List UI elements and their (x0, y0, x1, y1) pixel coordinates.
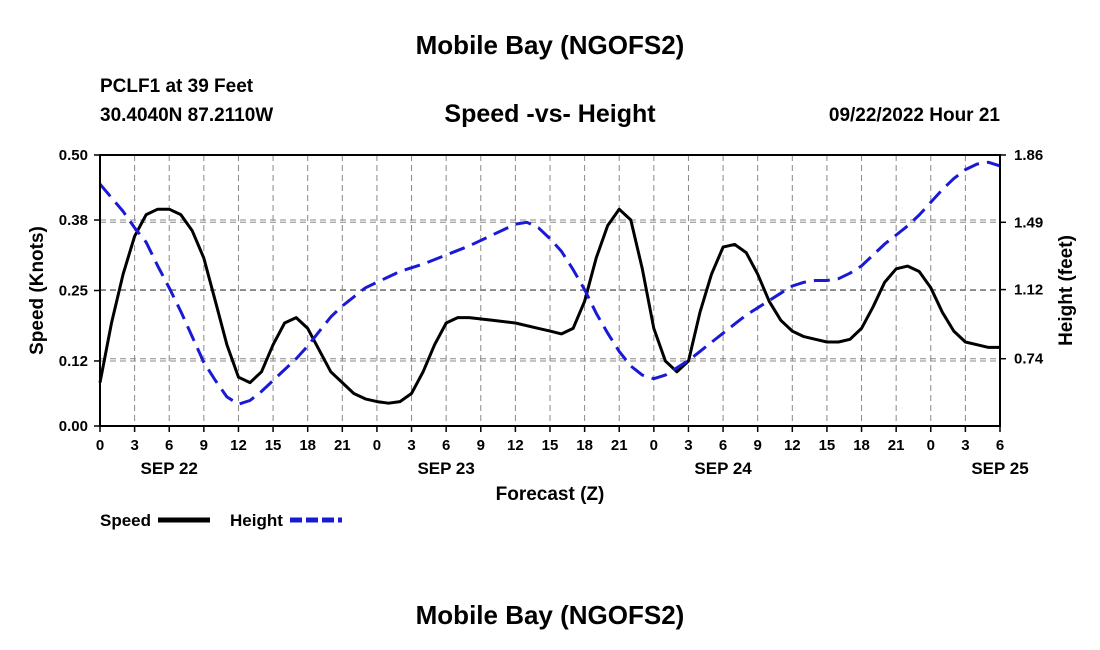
x-tick-label: 6 (719, 437, 727, 454)
forecast-datetime: 09/22/2022 Hour 21 (828, 105, 1000, 126)
x-tick-label: 21 (611, 437, 628, 454)
main-title: Mobile Bay (NGOFS2) (415, 30, 685, 60)
x-tick-label: 0 (96, 437, 104, 454)
x-tick-label: 12 (230, 437, 247, 454)
station-label: PCLF1 at 39 Feet (100, 76, 254, 97)
x-tick-label: 18 (853, 437, 870, 454)
x-tick-label: 6 (996, 437, 1004, 454)
y2-tick-label: 1.49 (1014, 214, 1043, 231)
y2-tick-label: 1.86 (1014, 147, 1043, 164)
legend-label-height: Height (230, 511, 283, 530)
x-tick-label: 15 (265, 437, 282, 454)
date-label: SEP 24 (694, 459, 752, 478)
series-line-speed (98, 207, 1000, 405)
coordinates-label: 30.4040N 87.2110W (100, 105, 274, 126)
x-tick-label: 12 (507, 437, 524, 454)
x-tick-label: 21 (888, 437, 905, 454)
x-tick-label: 15 (542, 437, 559, 454)
x-axis-title: Forecast (Z) (496, 484, 605, 505)
x-tick-label: 3 (684, 437, 692, 454)
x-tick-label: 3 (130, 437, 138, 454)
x-tick-label: 18 (576, 437, 593, 454)
x-tick-label: 9 (477, 437, 485, 454)
y2-tick-label: 0.74 (1014, 351, 1044, 368)
x-tick-label: 0 (650, 437, 658, 454)
y-axis-title: Speed (Knots) (27, 226, 48, 355)
date-label: SEP 23 (417, 459, 474, 478)
y-tick-label: 0.25 (59, 283, 88, 300)
legend-label-speed: Speed (100, 511, 151, 530)
y-tick-label: 0.12 (59, 353, 88, 370)
x-tick-label: 21 (334, 437, 351, 454)
x-tick-label: 12 (784, 437, 801, 454)
date-label: SEP 25 (971, 459, 1028, 478)
y-tick-label: 0.38 (59, 212, 88, 229)
y2-axis-title: Height (feet) (1056, 235, 1077, 346)
y-tick-label: 0.50 (59, 147, 88, 164)
x-tick-label: 6 (165, 437, 173, 454)
date-label: SEP 22 (141, 459, 198, 478)
x-tick-label: 0 (373, 437, 381, 454)
series-line-height (98, 160, 1001, 406)
chart-subtitle: Speed -vs- Height (444, 100, 656, 128)
x-tick-label: 3 (961, 437, 969, 454)
x-tick-label: 9 (200, 437, 208, 454)
y2-tick-label: 1.12 (1014, 282, 1043, 299)
footer-title: Mobile Bay (NGOFS2) (415, 600, 685, 630)
y-tick-label: 0.00 (59, 418, 88, 435)
x-tick-label: 3 (407, 437, 415, 454)
x-tick-label: 9 (754, 437, 762, 454)
x-tick-label: 0 (927, 437, 935, 454)
x-tick-label: 6 (442, 437, 450, 454)
x-tick-label: 18 (299, 437, 316, 454)
x-tick-label: 15 (819, 437, 836, 454)
